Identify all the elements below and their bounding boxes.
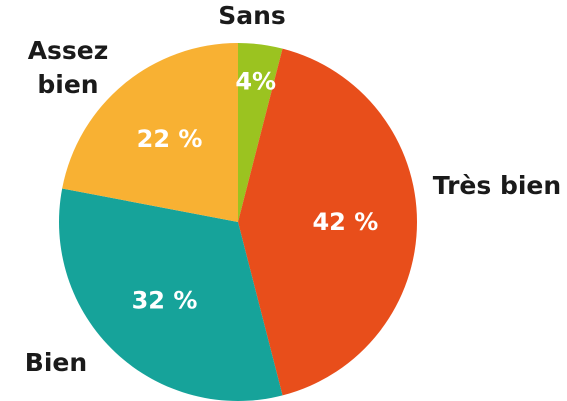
percentage-labels: 4% 42 % 32 % 22 % bbox=[132, 68, 379, 315]
category-label-assez-bien-line-1: Assez bbox=[28, 36, 109, 65]
pct-label-bien: 32 % bbox=[132, 286, 198, 314]
category-label-sans: Sans bbox=[218, 1, 286, 30]
pct-label-sans: 4% bbox=[235, 68, 276, 96]
pie-slice-bien bbox=[58, 188, 283, 401]
pct-label-tres-bien: 42 % bbox=[312, 208, 378, 236]
pie-slice-sans bbox=[238, 43, 283, 222]
category-label-tres-bien: Très bien bbox=[433, 171, 561, 200]
category-labels: Sans Très bien Bien Assez bien bbox=[25, 1, 561, 377]
pct-label-assez-bien: 22 % bbox=[137, 125, 203, 153]
pie-slice-assez-bien bbox=[62, 43, 239, 222]
category-label-bien: Bien bbox=[25, 348, 87, 377]
pie-slice-tres-bien bbox=[238, 48, 417, 396]
pie-slices bbox=[58, 43, 417, 401]
category-label-assez-bien-line-2: bien bbox=[37, 70, 98, 99]
